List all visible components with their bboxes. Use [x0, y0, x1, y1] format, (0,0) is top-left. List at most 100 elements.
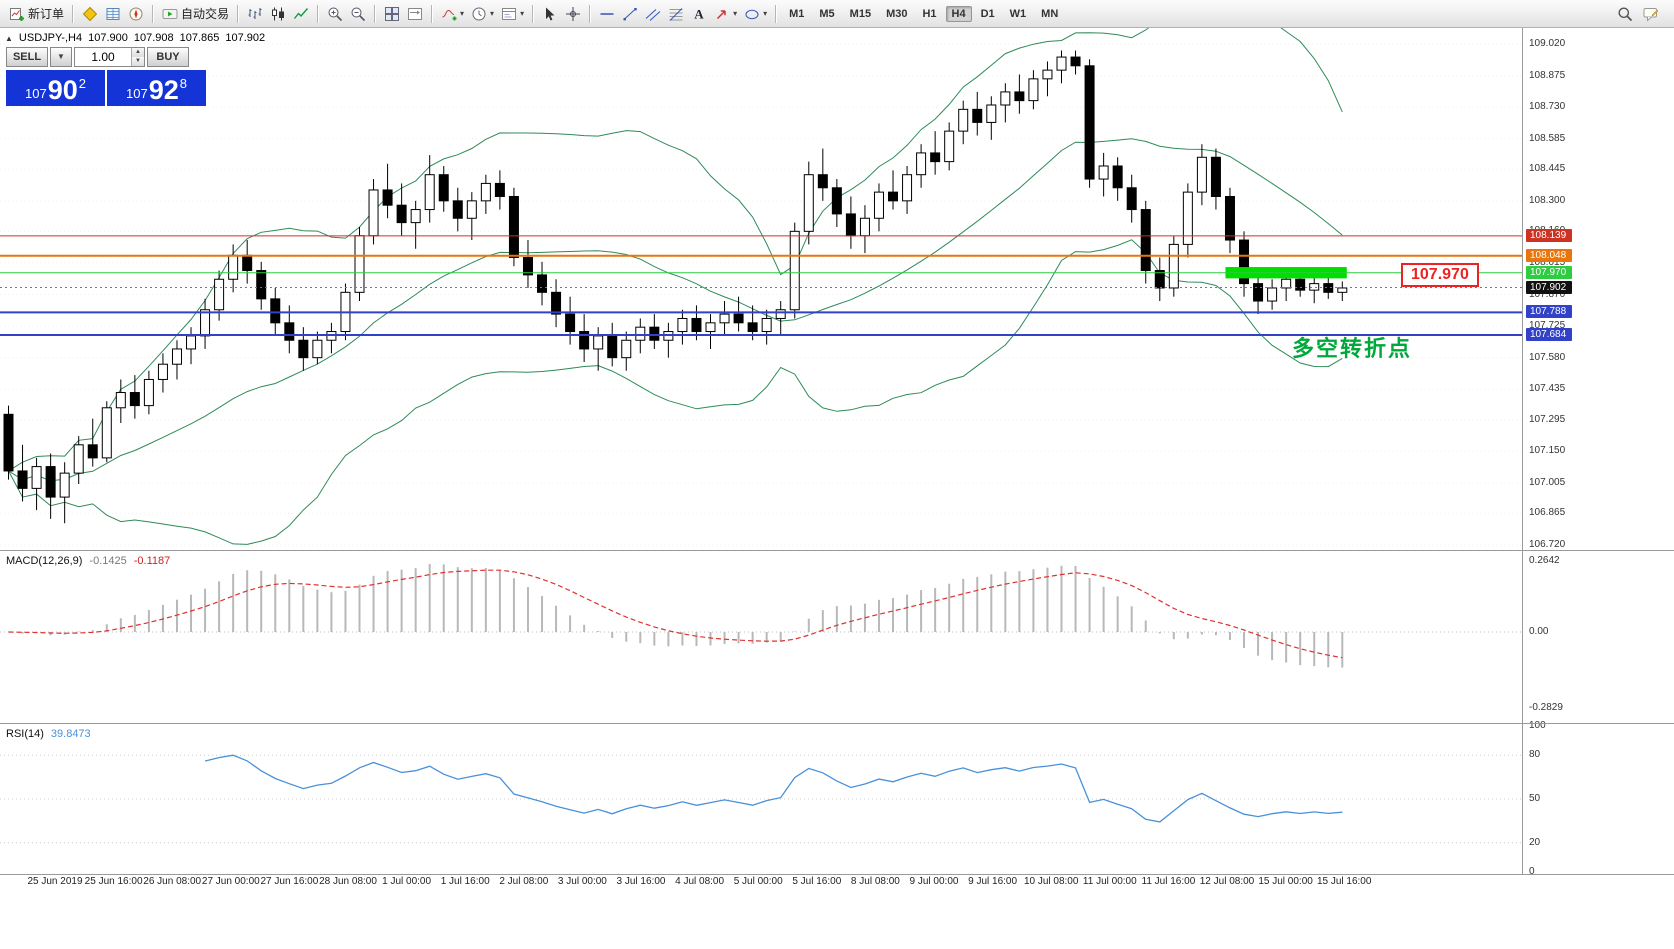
equidistant-channel-button[interactable]	[642, 3, 664, 25]
timeframe-w1-button[interactable]: W1	[1009, 7, 1027, 20]
stepper-up-icon[interactable]: ▲	[132, 48, 144, 57]
zoom-in-button[interactable]	[324, 3, 346, 25]
panel-separator[interactable]	[0, 723, 1674, 724]
autotrading-button[interactable]: 自动交易	[159, 3, 232, 25]
sell-button[interactable]: SELL	[6, 47, 48, 67]
timeframe-mn-button[interactable]: MN	[1041, 7, 1059, 20]
panel-separator[interactable]	[0, 550, 1674, 551]
candle-body	[593, 335, 604, 350]
candle-body	[129, 392, 140, 407]
macd-panel-canvas[interactable]	[0, 551, 1522, 723]
candle-body	[1168, 243, 1179, 289]
market-watch-button[interactable]	[79, 3, 101, 25]
candle-body	[579, 331, 590, 350]
price-callout-label[interactable]: 107.970	[1401, 263, 1479, 287]
horizontal-line-button[interactable]	[596, 3, 618, 25]
volume-input[interactable]	[75, 48, 131, 66]
macd-axis-tick: -0.2829	[1529, 702, 1563, 713]
price-axis-tick: 108.585	[1529, 132, 1566, 144]
buy-button[interactable]: BUY	[147, 47, 189, 67]
timeframe-m5-button[interactable]: M5	[819, 7, 835, 20]
navigator-button[interactable]	[125, 3, 147, 25]
candle-body	[200, 309, 211, 337]
data-window-button[interactable]	[102, 3, 124, 25]
stepper-down-icon[interactable]: ▼	[132, 57, 144, 66]
market-watch-icon	[82, 6, 98, 22]
search-button[interactable]	[1614, 3, 1636, 25]
crosshair-button[interactable]	[562, 3, 584, 25]
candle-body	[157, 363, 168, 380]
candle-body	[382, 189, 393, 206]
templates-button[interactable]: ▾	[498, 3, 527, 25]
candle-body	[1295, 278, 1306, 291]
main-toolbar: 新订单 自动交易 ▾ ▾ ▾ A ▾ ▾ M1 M5 M15 M30 H1 H4 D1 W1 MN	[0, 0, 1674, 28]
candle-body	[410, 209, 421, 224]
timeframe-d1-button[interactable]: D1	[980, 7, 995, 20]
macd-name: MACD(12,26,9)	[6, 555, 83, 567]
candle-body	[1281, 278, 1292, 289]
bollinger-middle-band	[8, 138, 1343, 482]
volume-stepper[interactable]: ▲ ▼	[131, 48, 144, 66]
fibonacci-button[interactable]	[665, 3, 687, 25]
rsi-value: 39.8473	[50, 728, 91, 740]
time-axis[interactable]: 25 Jun 2019 25 Jun 16:00 26 Jun 08:00 27 Ju…	[0, 876, 1522, 894]
data-window-icon	[105, 6, 121, 22]
dropdown-caret-icon: ▾	[520, 9, 525, 18]
timeframe-h4-button[interactable]: H4	[945, 5, 972, 22]
candlestick-chart-button[interactable]	[267, 3, 289, 25]
rsi-axis-tick: 100	[1529, 720, 1546, 731]
chevron-down-icon: ▼	[57, 52, 65, 61]
price-axis-tick: 106.865	[1529, 507, 1566, 519]
chart-shift-icon	[407, 6, 423, 22]
line-chart-button[interactable]	[290, 3, 312, 25]
candle-body	[565, 313, 576, 333]
chart-ohlc-line: ▲ USDJPY-,H4 107.900 107.908 107.865 107…	[5, 32, 265, 44]
candle-body	[789, 230, 800, 311]
new-order-button[interactable]: 新订单	[6, 3, 67, 25]
sell-price-display[interactable]: 107 90 2	[6, 70, 105, 106]
turning-point-annotation[interactable]: 多空转折点	[1292, 336, 1413, 361]
toolbar-separator	[152, 4, 155, 23]
rsi-panel-canvas[interactable]	[0, 724, 1522, 874]
candle-body	[59, 472, 70, 498]
candle-body	[972, 108, 983, 123]
timeframe-m15-button[interactable]: M15	[849, 7, 872, 20]
macd-axis-tick: 0.2642	[1529, 555, 1560, 566]
timeframe-h1-button[interactable]: H1	[922, 7, 937, 20]
community-chat-button[interactable]	[1640, 3, 1662, 25]
time-axis-label: 11 Jul 00:00	[1082, 876, 1137, 887]
indicators-button[interactable]: ▾	[438, 3, 467, 25]
price-chart-canvas[interactable]	[0, 28, 1522, 550]
toolbar-separator	[532, 4, 535, 23]
level-price-tag[interactable]: 107.788	[1526, 305, 1572, 319]
candle-body	[733, 313, 744, 324]
buy-price-display[interactable]: 107 92 8	[107, 70, 206, 106]
level-price-tag[interactable]: 108.139	[1526, 228, 1572, 242]
level-price-tag[interactable]: 107.970	[1526, 265, 1572, 279]
tile-windows-button[interactable]	[381, 3, 403, 25]
time-axis-label: 3 Jul 00:00	[557, 876, 607, 887]
bar-chart-button[interactable]	[244, 3, 266, 25]
timeframe-m30-button[interactable]: M30	[886, 7, 908, 20]
chart-shift-button[interactable]	[404, 3, 426, 25]
trendline-button[interactable]	[619, 3, 641, 25]
price-axis-tick: 107.725	[1529, 320, 1566, 332]
arrows-button[interactable]: ▾	[711, 3, 740, 25]
shapes-button[interactable]: ▾	[741, 3, 770, 25]
timeframe-m1-button[interactable]: M1	[789, 7, 805, 20]
templates-icon	[501, 6, 517, 22]
symbol-collapse-icon[interactable]: ▲	[5, 33, 13, 43]
cursor-button[interactable]	[539, 3, 561, 25]
price-axis[interactable]: 109.020 108.875 108.730 108.585 108.445 108.3…	[1523, 28, 1674, 877]
price-axis-tick: 107.580	[1529, 351, 1566, 363]
text-label-button[interactable]: A	[688, 3, 710, 25]
volume-preset-dropdown[interactable]: ▼	[50, 47, 72, 67]
line-chart-icon	[293, 6, 309, 22]
time-axis-label: 2 Jul 08:00	[499, 876, 549, 887]
level-price-tag[interactable]: 107.684	[1526, 328, 1572, 342]
time-axis-label: 25 Jun 2019	[27, 876, 83, 887]
level-price-tag[interactable]: 108.048	[1526, 248, 1572, 262]
zoom-out-button[interactable]	[347, 3, 369, 25]
candle-body	[354, 235, 365, 293]
periods-button[interactable]: ▾	[468, 3, 497, 25]
